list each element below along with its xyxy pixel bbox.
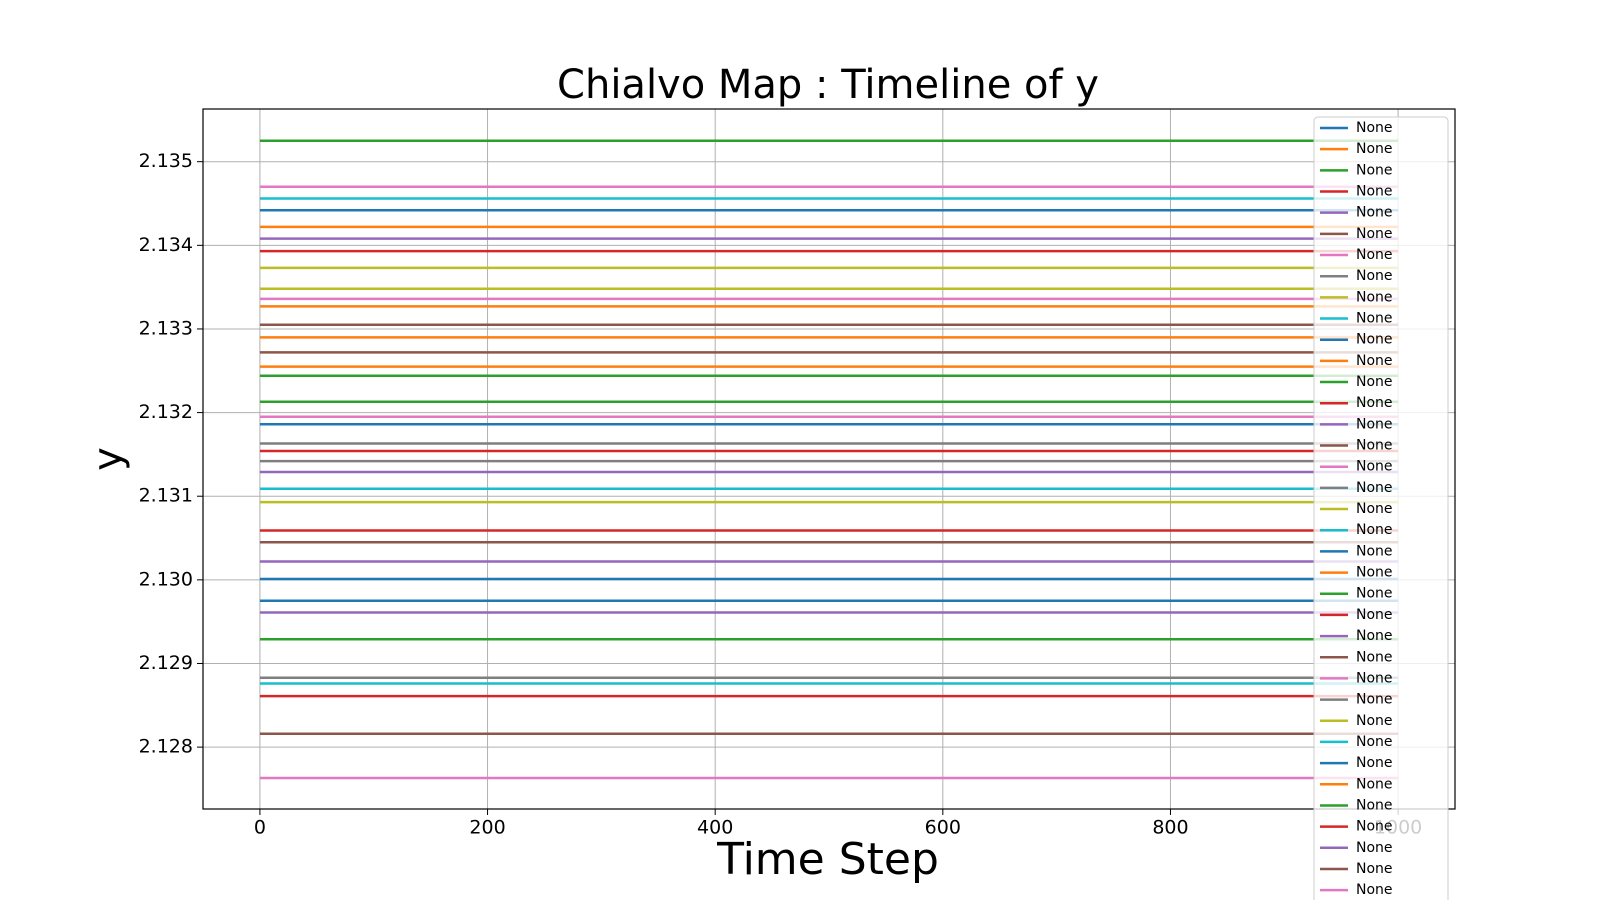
plot-frame [202,108,1456,810]
legend-label: None [1356,226,1393,242]
x-tick-label: 0 [254,817,266,839]
y-tick-label: 2.130 [139,568,193,590]
legend-label: None [1356,141,1393,157]
legend-label: None [1356,353,1393,369]
legend-label: None [1356,374,1393,390]
legend-label: None [1356,416,1393,432]
legend-label: None [1356,480,1393,496]
x-axis-label: Time Step [716,834,939,885]
legend-label: None [1356,120,1393,136]
y-tick-label: 2.129 [139,652,193,674]
x-tick-label: 200 [469,817,505,839]
legend-label: None [1356,459,1393,475]
legend-label: None [1356,840,1393,856]
x-tick-label: 800 [1152,817,1188,839]
legend-label: None [1356,289,1393,305]
legend-label: None [1356,797,1393,813]
legend-label: None [1356,543,1393,559]
legend-label: None [1356,755,1393,771]
legend-label: None [1356,395,1393,411]
legend-label: None [1356,162,1393,178]
legend-box [1313,116,1449,900]
y-axis-label: y [85,447,131,471]
legend-label: None [1356,565,1393,581]
legend-label: None [1356,205,1393,221]
legend-label: None [1356,247,1393,263]
x-tick-label: 600 [925,817,961,839]
legend-label: None [1356,734,1393,750]
legend-label: None [1356,332,1393,348]
y-tick-label: 2.135 [139,150,193,172]
legend-label: None [1356,776,1393,792]
y-tick-label: 2.132 [139,401,193,423]
legend-label: None [1356,586,1393,602]
legend-label: None [1356,628,1393,644]
chart-title: Chialvo Map : Timeline of y [557,62,1099,108]
legend-label: None [1356,438,1393,454]
legend-label: None [1356,522,1393,538]
legend-label: None [1356,882,1393,898]
legend-label: None [1356,268,1393,284]
legend-label: None [1356,649,1393,665]
legend-label: None [1356,861,1393,877]
legend-label: None [1356,501,1393,517]
legend-label: None [1356,670,1393,686]
y-tick-label: 2.128 [139,736,193,758]
x-tick-label: 400 [697,817,733,839]
legend-label: None [1356,607,1393,623]
legend-label: None [1356,692,1393,708]
legend-label: None [1356,819,1393,835]
legend-label: None [1356,311,1393,327]
y-tick-label: 2.131 [139,485,193,507]
legend-label: None [1356,184,1393,200]
y-tick-label: 2.134 [139,234,193,256]
legend-label: None [1356,713,1393,729]
y-tick-label: 2.133 [139,317,193,339]
